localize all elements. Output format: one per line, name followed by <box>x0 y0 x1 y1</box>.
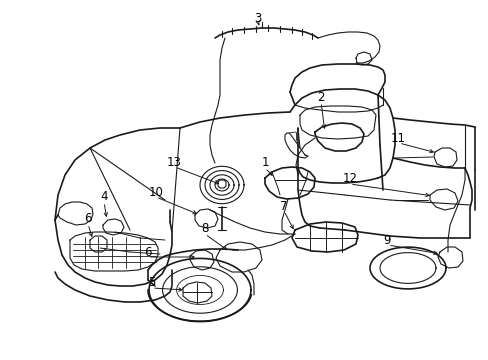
Text: 1: 1 <box>261 156 268 168</box>
Text: 12: 12 <box>342 171 357 185</box>
Text: 6: 6 <box>144 246 151 258</box>
Text: 4: 4 <box>100 189 107 202</box>
Text: 3: 3 <box>254 12 261 24</box>
Text: 5: 5 <box>148 276 155 289</box>
Text: 10: 10 <box>148 185 163 198</box>
Text: 8: 8 <box>201 221 208 234</box>
Text: 11: 11 <box>390 131 405 144</box>
Text: 13: 13 <box>166 156 181 168</box>
Text: 2: 2 <box>317 90 324 104</box>
Text: 7: 7 <box>280 199 287 212</box>
Text: 9: 9 <box>383 234 390 247</box>
Text: 6: 6 <box>84 212 92 225</box>
